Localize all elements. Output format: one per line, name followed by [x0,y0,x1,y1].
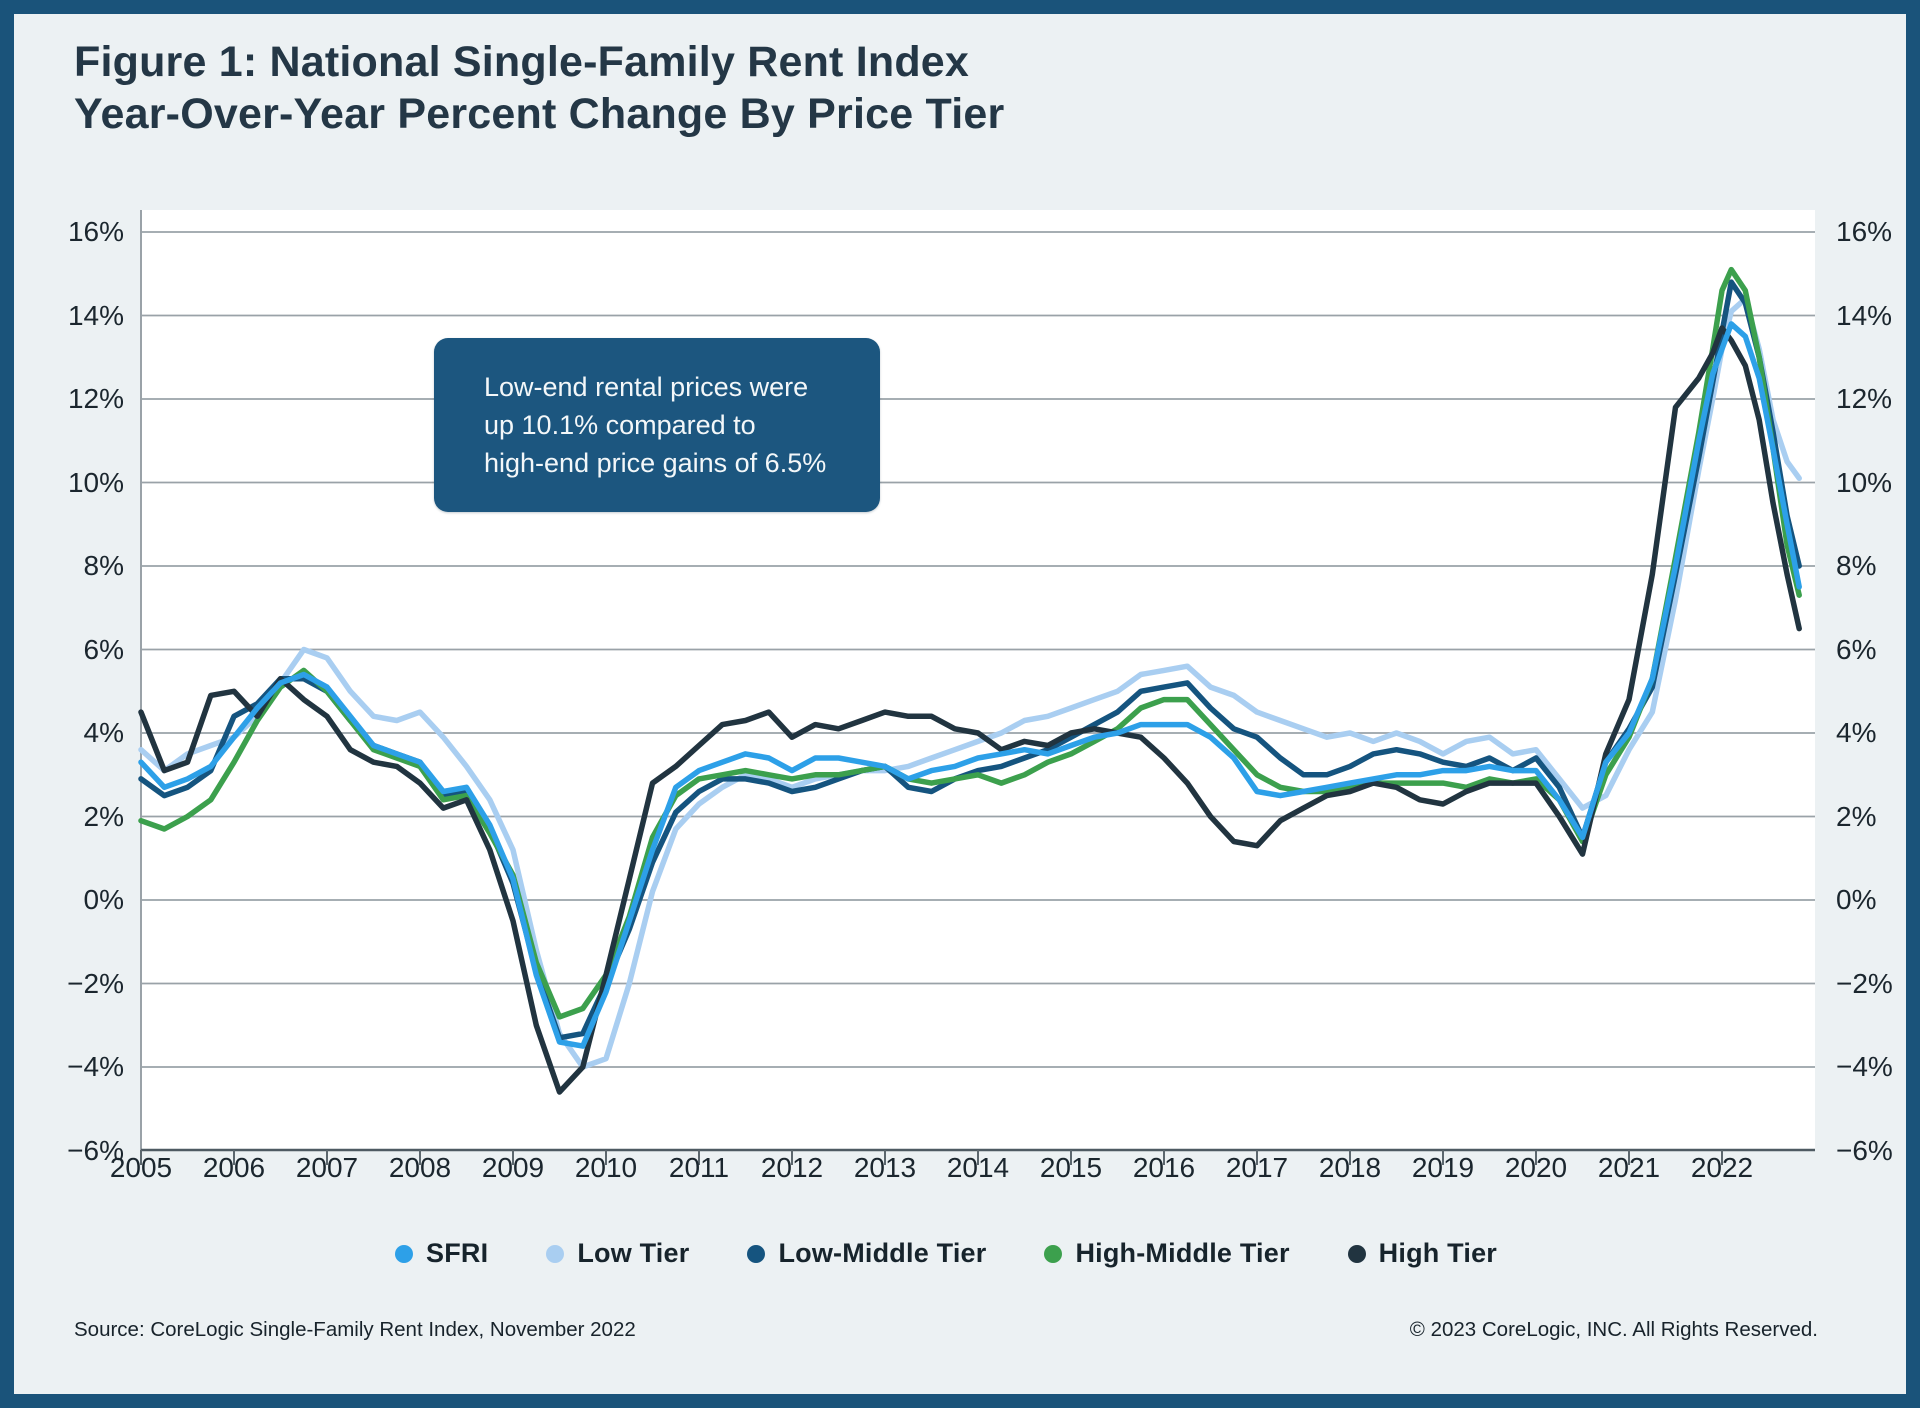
x-tick-label-2015: 2015 [1039,1152,1103,1183]
y-tick-label-left--6: −6% [67,1134,124,1166]
y-tick-label-left--4: −4% [67,1051,124,1082]
y-tick-label-right-2: 2% [1836,800,1877,832]
legend-dot-sfri [395,1244,413,1263]
legend-label-low: Low Tier [577,1238,690,1268]
callout-line1: Low-end rental prices were [484,372,809,402]
y-tick-label-left-4: 4% [83,717,124,748]
legend-item-lowmid: Low-Middle Tier [747,1238,986,1269]
y-tick-label-left-6: 6% [83,633,124,665]
x-tick-label-2012: 2012 [760,1152,824,1183]
y-tick-label-left-16: 16% [67,216,124,247]
chart-title: Figure 1: National Single-Family Rent In… [74,36,1004,140]
legend-label-high: High Tier [1378,1238,1497,1268]
x-tick-label-2008: 2008 [388,1152,452,1183]
y-tick-label-left--2: −2% [67,967,124,999]
legend-dot-highmid [1044,1244,1063,1263]
copyright-text: © 2023 CoreLogic, INC. All Rights Reserv… [1409,1318,1818,1341]
x-tick-label-2017: 2017 [1225,1152,1289,1183]
x-tick-label-2009: 2009 [481,1152,545,1183]
x-tick-label-2005: 2005 [109,1152,173,1183]
y-tick-label-right-16: 16% [1836,216,1893,247]
x-tick-label-2010: 2010 [574,1152,638,1183]
legend-dot-low [546,1244,565,1263]
legend-label-sfri: SFRI [426,1238,489,1268]
chart-title-line2: Year-Over-Year Percent Change By Price T… [74,90,1005,138]
callout-line2: up 10.1% compared to [484,410,756,440]
x-tick-label-2020: 2020 [1504,1152,1568,1183]
y-tick-label-left-12: 12% [67,383,124,414]
x-tick-label-2021: 2021 [1597,1152,1661,1183]
x-tick-label-2019: 2019 [1411,1152,1475,1183]
legend-label-lowmid: Low-Middle Tier [778,1238,987,1268]
y-tick-label-right-8: 8% [1836,550,1877,581]
y-tick-label-left-2: 2% [83,800,124,832]
callout-line3: high-end price gains of 6.5% [484,448,827,478]
x-tick-label-2016: 2016 [1132,1152,1196,1183]
x-tick-label-2018: 2018 [1318,1152,1382,1183]
legend-item-highmid: High-Middle Tier [1044,1238,1289,1269]
legend-item-low: Low Tier [546,1238,689,1269]
y-tick-label-right-6: 6% [1836,633,1877,665]
x-tick-label-2014: 2014 [946,1152,1010,1183]
y-tick-label-right--4: −4% [1836,1051,1893,1082]
legend: SFRI Low Tier Low-Middle Tier High-Middle T… [0,1238,1892,1269]
y-tick-label-left-10: 10% [67,466,124,498]
y-tick-label-right-10: 10% [1836,466,1893,498]
callout-box: Low-end rental prices were up 10.1% comp… [434,338,880,512]
chart-title-line1: Figure 1: National Single-Family Rent In… [74,38,970,86]
y-tick-label-right-12: 12% [1836,383,1893,414]
y-tick-label-left-0: 0% [83,884,124,915]
x-tick-label-2007: 2007 [295,1152,359,1183]
plot-area [141,210,1815,1150]
legend-dot-lowmid [747,1244,766,1263]
x-tick-label-2022: 2022 [1690,1152,1754,1183]
x-tick-label-2011: 2011 [668,1152,730,1183]
y-tick-label-right--6: −6% [1836,1134,1893,1166]
y-tick-label-right-4: 4% [1836,717,1877,748]
series-line-sfri [138,321,1802,1049]
legend-label-highmid: High-Middle Tier [1075,1238,1290,1268]
y-tick-label-right--2: −2% [1836,967,1893,999]
legend-item-high: High Tier [1347,1238,1497,1269]
legend-dot-high [1347,1244,1366,1263]
y-tick-label-right-0: 0% [1836,884,1877,915]
source-text: Source: CoreLogic Single-Family Rent Ind… [74,1318,636,1341]
legend-item-sfri: SFRI [395,1238,488,1269]
y-tick-label-right-14: 14% [1836,299,1893,331]
y-tick-label-left-8: 8% [83,550,124,581]
source-row: Source: CoreLogic Single-Family Rent Ind… [74,1318,1818,1342]
x-tick-label-2013: 2013 [853,1152,917,1183]
x-tick-label-2006: 2006 [202,1152,266,1183]
y-tick-label-left-14: 14% [67,299,124,331]
